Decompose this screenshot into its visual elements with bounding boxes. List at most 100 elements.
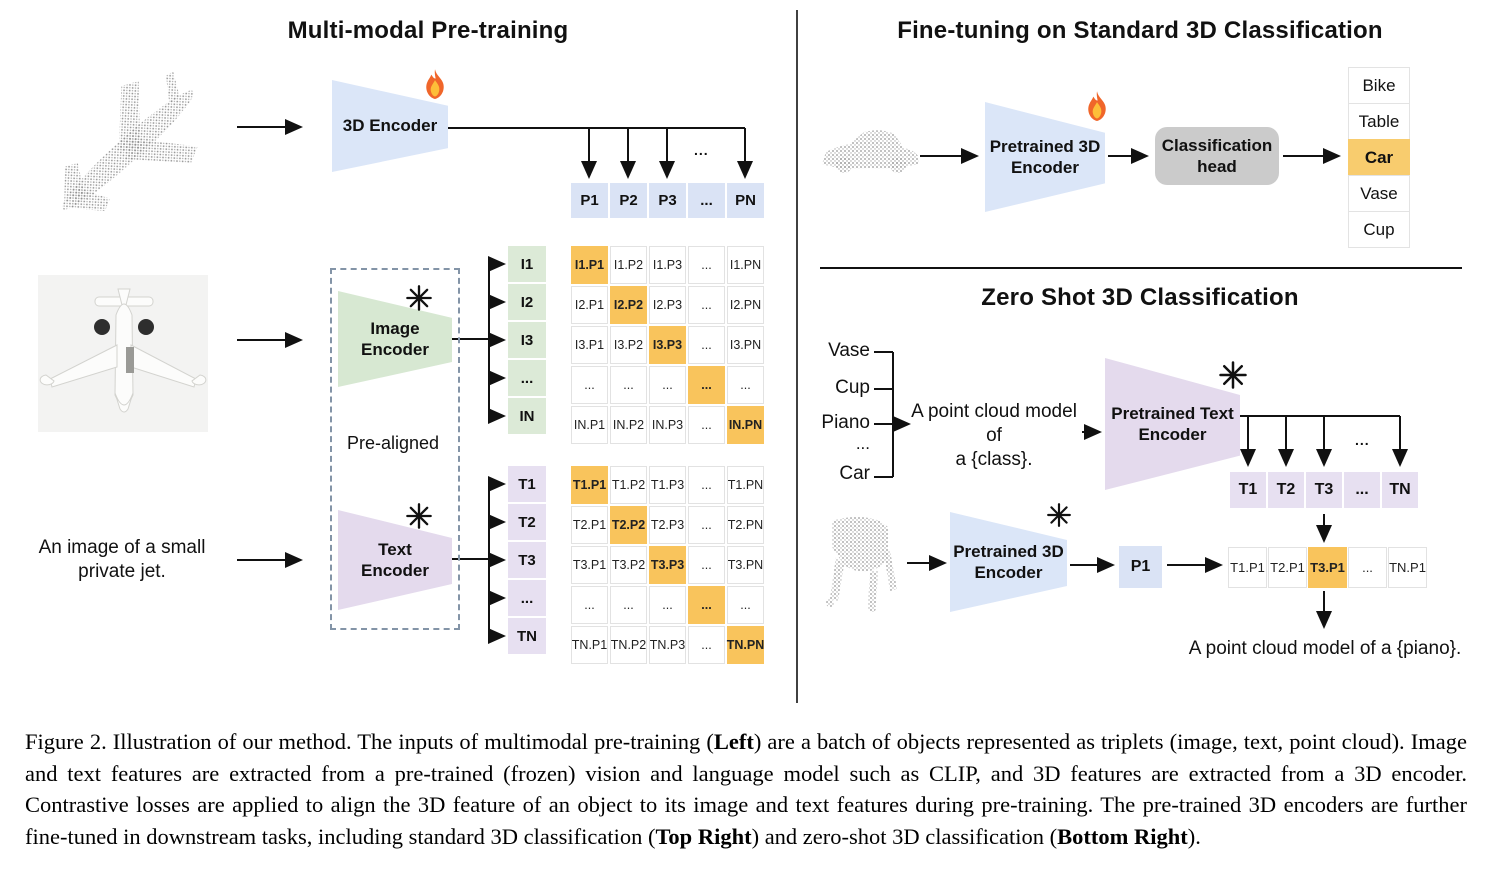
encoder-3d-label: 3D Encoder [342, 116, 438, 136]
class-result-cell: Cup [1348, 211, 1410, 248]
image-matrix-cell: ... [688, 366, 725, 404]
zeroshot-class-label: ... [855, 434, 870, 453]
caption-segment: Figure 2. Illustration of our method. Th… [25, 729, 714, 754]
text-matrix-cell: T3.P3 [649, 546, 686, 584]
prompt-text: A point cloud model of a {class}. [911, 401, 1077, 470]
text-matrix-cell: T2.P2 [610, 506, 647, 544]
text-matrix-cell: TN.PN [727, 626, 764, 664]
image-matrix-cell: I3.PN [727, 326, 764, 364]
image-matrix-cell: I2.P3 [649, 286, 686, 324]
similarity-score-row: T1.P1 T2.P1 T3.P1... TN.P1 [1228, 547, 1427, 588]
piano-point-cloud [826, 517, 897, 612]
t-cell: T3 [1306, 472, 1342, 508]
image-similarity-matrix: I1.P1 I1.P2 I1.P3... I1.PN I2.P1 I2.P2 I2.P3..… [571, 246, 764, 444]
car-point-cloud [822, 130, 919, 173]
snowflake-icon-text-encoder [405, 502, 433, 535]
zeroshot-class-label: Cup [835, 377, 870, 398]
text-matrix-cell: T3.PN [727, 546, 764, 584]
class-result-cell: Vase [1348, 175, 1410, 212]
image-matrix-cell: I3.P3 [649, 326, 686, 364]
image-matrix-cell: ... [610, 366, 647, 404]
caption-bold-segment: Top Right [655, 823, 752, 849]
t-cell: ... [1344, 472, 1380, 508]
classification-result-list: Bike Table Car Vase Cup [1348, 67, 1410, 248]
text-matrix-cell: T3.P1 [571, 546, 608, 584]
text-feature-row: T1 T2 T3... TN [1230, 472, 1418, 508]
text-matrix-cell: T1.P1 [571, 466, 608, 504]
image-feature-cell: I1 [508, 246, 546, 282]
connector-lines [62, 10, 1462, 703]
image-matrix-cell: I3.P1 [571, 326, 608, 364]
p1-feature-cell: P1 [1119, 546, 1162, 588]
image-matrix-cell: I1.PN [727, 246, 764, 284]
image-matrix-cell: ... [688, 406, 725, 444]
image-caption-text: An image of a small private jet. [38, 537, 206, 582]
image-matrix-cell: ... [688, 286, 725, 324]
image-matrix-cell: I3.P2 [610, 326, 647, 364]
fire-icon [420, 68, 450, 107]
text-matrix-cell: T1.PN [727, 466, 764, 504]
image-matrix-cell: ... [571, 366, 608, 404]
text-matrix-cell: ... [727, 586, 764, 624]
pre-aligned-label: Pre-aligned [346, 433, 440, 453]
image-matrix-cell: IN.P3 [649, 406, 686, 444]
p-feature-row: P1 P2 P3... PN [571, 183, 764, 218]
image-feature-column: I1 I2 I3... IN [508, 246, 546, 434]
caption-bold-segment: Bottom Right [1057, 823, 1188, 849]
image-matrix-cell: I2.P1 [571, 286, 608, 324]
text-matrix-cell: T2.P3 [649, 506, 686, 544]
pretrained-3d-encoder-zeroshot-label: Pretrained 3D Encoder [953, 541, 1064, 582]
caption-segment: ) are a batch of objects represented as … [25, 729, 1467, 849]
snowflake-icon-pretrained-3d-encoder [1046, 502, 1072, 533]
image-feature-cell: I2 [508, 284, 546, 320]
image-matrix-cell: ... [688, 326, 725, 364]
image-matrix-cell: ... [727, 366, 764, 404]
text-feature-cell: T3 [508, 542, 546, 578]
image-matrix-cell: I1.P3 [649, 246, 686, 284]
t-cell: T1 [1230, 472, 1266, 508]
p-cell: PN [727, 183, 764, 218]
text-feature-column: T1 T2 T3... TN [508, 466, 546, 654]
image-matrix-cell: I1.P2 [610, 246, 647, 284]
image-matrix-cell: I2.P2 [610, 286, 647, 324]
text-matrix-cell: ... [688, 546, 725, 584]
text-matrix-cell: T2.P1 [571, 506, 608, 544]
zeroshot-result-text: A point cloud model of a {piano}. [1188, 638, 1462, 659]
t-row-ellipsis: ... [1355, 432, 1370, 448]
snowflake-icon-image-encoder [405, 284, 433, 317]
p-cell: P3 [649, 183, 686, 218]
image-encoder-label: Image Encoder [360, 318, 430, 359]
image-matrix-cell: IN.P1 [571, 406, 608, 444]
image-matrix-cell: I1.P1 [571, 246, 608, 284]
text-matrix-cell: T2.PN [727, 506, 764, 544]
p-cell: ... [688, 183, 725, 218]
image-matrix-cell: IN.PN [727, 406, 764, 444]
figure-caption: Figure 2. Illustration of our method. Th… [25, 726, 1467, 852]
caption-bold-segment: Left [713, 729, 754, 754]
zeroshot-class-label: Vase [828, 340, 870, 361]
image-matrix-cell: I2.PN [727, 286, 764, 324]
caption-segment: ). [1187, 823, 1201, 849]
text-matrix-cell: ... [688, 466, 725, 504]
text-feature-cell: T1 [508, 466, 546, 502]
pre-aligned-box [330, 268, 460, 630]
jet-photo-graphic [39, 288, 207, 413]
caption-segment: ) and zero-shot 3D classification ( [751, 823, 1058, 849]
zeroshot-class-label: Piano [821, 412, 870, 433]
text-matrix-cell: ... [571, 586, 608, 624]
text-feature-cell: ... [508, 580, 546, 616]
text-matrix-cell: ... [688, 506, 725, 544]
class-result-cell: Table [1348, 103, 1410, 140]
text-matrix-cell: TN.P3 [649, 626, 686, 664]
class-result-cell: Bike [1348, 67, 1410, 104]
similarity-cell: T1.P1 [1228, 547, 1267, 588]
p-row-ellipsis: ... [694, 142, 709, 158]
class-result-cell: Car [1348, 139, 1410, 176]
image-feature-cell: ... [508, 360, 546, 396]
jet-photo [38, 275, 208, 432]
p-cell: P2 [610, 183, 647, 218]
text-matrix-cell: ... [688, 626, 725, 664]
image-matrix-cell: ... [688, 246, 725, 284]
p-cell: P1 [571, 183, 608, 218]
similarity-cell: T2.P1 [1268, 547, 1307, 588]
